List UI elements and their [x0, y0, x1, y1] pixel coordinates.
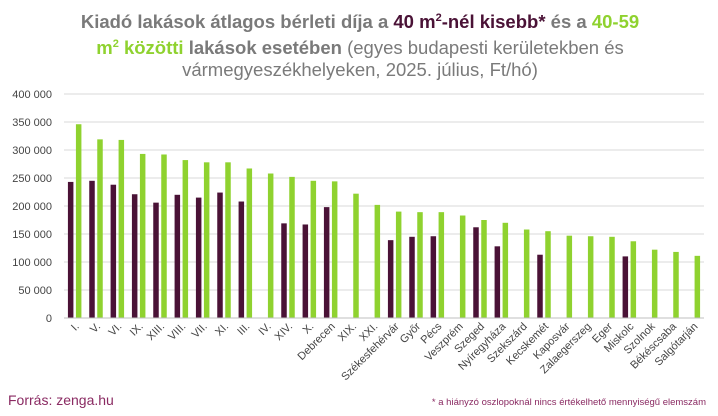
- x-tick-label: IV.: [256, 321, 273, 338]
- bar-medium: [694, 255, 701, 318]
- title-part: m: [96, 37, 113, 59]
- bar-small: [281, 223, 287, 318]
- bar-medium: [267, 173, 274, 318]
- title-part: 40 m2-nél kisebb*: [393, 11, 545, 32]
- bar-small: [131, 194, 138, 318]
- bar-small: [174, 194, 181, 318]
- bar-small: [238, 201, 245, 318]
- bar-medium: [481, 220, 487, 318]
- bar-medium: [651, 249, 658, 318]
- bar-medium: [566, 235, 573, 318]
- source-text: Forrás: zenga.hu: [8, 392, 114, 408]
- bar-small: [387, 240, 394, 318]
- bar-medium: [118, 139, 125, 318]
- title-part: -nél kisebb*: [441, 11, 546, 33]
- y-tick-label: 0: [46, 313, 52, 325]
- x-tick-label: X.: [301, 321, 317, 337]
- title-sup: 2: [112, 38, 119, 51]
- x-tick-label: III.: [235, 321, 252, 338]
- x-tick-label: IX.: [128, 321, 146, 339]
- y-tick-label: 400 000: [12, 89, 52, 101]
- y-tick-label: 200 000: [12, 201, 52, 213]
- x-tick-label: VI.: [106, 321, 124, 339]
- x-tick-label: XI.: [213, 321, 231, 339]
- y-tick-label: 250 000: [12, 173, 52, 185]
- bar-medium: [438, 212, 445, 318]
- bar-small: [323, 207, 330, 318]
- bar-small: [537, 254, 543, 318]
- bar-small: [494, 246, 501, 318]
- title-part: közötti: [118, 37, 184, 59]
- title-part: lakások esetében: [183, 37, 342, 59]
- bar-medium: [182, 160, 189, 318]
- title-part: 40 m: [393, 11, 436, 33]
- x-tick-label: XIV.: [273, 321, 295, 343]
- bar-medium: [673, 251, 679, 318]
- bar-medium: [97, 139, 103, 318]
- chart-title: Kiadó lakások átlagos bérleti díja a 40 …: [60, 7, 660, 81]
- bar-small: [302, 224, 309, 318]
- bar-small: [409, 236, 415, 318]
- bar-medium: [139, 153, 146, 318]
- bar-medium: [353, 193, 359, 318]
- bar-medium: [203, 162, 210, 318]
- bar-medium: [630, 241, 637, 318]
- x-tick-label: I.: [69, 321, 82, 334]
- bar-small: [622, 256, 629, 318]
- y-tick-label: 150 000: [12, 229, 52, 241]
- bar-medium: [459, 215, 466, 318]
- bar-medium: [395, 211, 402, 318]
- footnote-text: * a hiányzó oszlopoknál nincs értékelhet…: [431, 397, 706, 408]
- bar-medium: [374, 204, 381, 318]
- y-tick-label: 100 000: [12, 257, 52, 269]
- bar-medium: [225, 162, 231, 318]
- bar-small: [153, 202, 159, 318]
- title-part: 40-59: [591, 11, 640, 33]
- bar-medium: [161, 154, 167, 318]
- title-part: Kiadó lakások átlagos bérleti díja a: [80, 11, 394, 33]
- x-tick-label: VII.: [190, 321, 210, 341]
- bar-medium: [523, 229, 530, 318]
- bar-medium: [310, 180, 317, 318]
- x-tick-label: VIII.: [166, 321, 188, 343]
- title-sup: 2: [435, 12, 442, 24]
- x-tick-label: V.: [88, 321, 103, 336]
- title-part: és a: [545, 11, 592, 33]
- bar-medium: [587, 236, 594, 318]
- y-tick-label: 300 000: [12, 145, 52, 157]
- bar-medium: [331, 181, 338, 318]
- bar-medium: [246, 168, 253, 318]
- bar-medium: [289, 176, 295, 318]
- bar-medium: [609, 236, 615, 318]
- bar-small: [110, 184, 117, 318]
- bar-medium: [417, 212, 423, 318]
- bar-small: [473, 227, 479, 318]
- x-tick-label: XIX.: [336, 321, 359, 344]
- title-part: m2 közötti: [96, 37, 183, 58]
- x-tick-label: Győr: [398, 320, 424, 346]
- y-tick-label: 50 000: [18, 285, 52, 297]
- bar-medium: [502, 222, 509, 318]
- bar-medium: [75, 124, 82, 319]
- bar-small: [195, 197, 202, 318]
- bar-small: [89, 180, 95, 318]
- bar-small: [430, 236, 437, 318]
- bar-small: [67, 181, 74, 318]
- y-tick-label: 350 000: [12, 117, 52, 129]
- bar-small: [217, 192, 223, 318]
- x-tick-label: XIII.: [145, 321, 167, 343]
- title-part: (egyes budapesti kerületekben és vármegy…: [182, 37, 624, 81]
- bar-medium: [545, 231, 551, 318]
